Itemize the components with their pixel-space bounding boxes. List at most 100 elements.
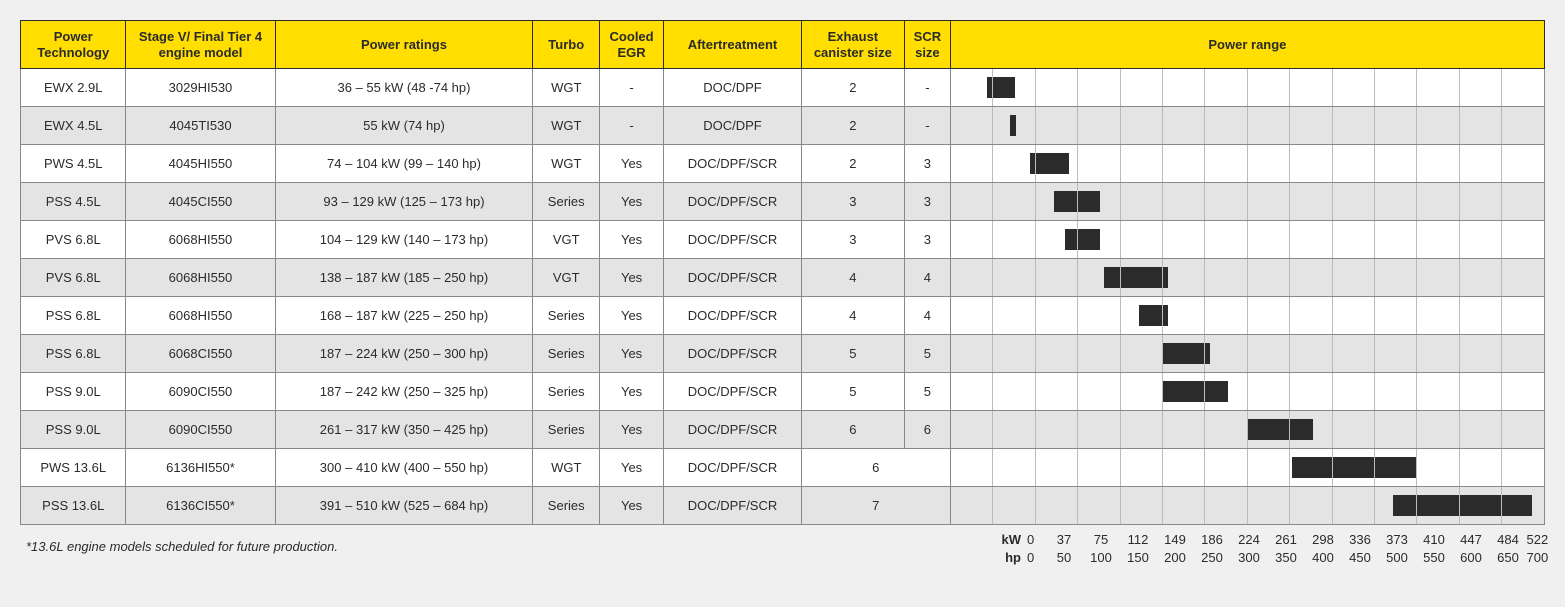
power-range-cell (950, 373, 992, 411)
axis-tick: 447 (1453, 531, 1490, 549)
cell-turbo: WGT (533, 449, 600, 487)
power-range-cell (1375, 297, 1417, 335)
axis-tick: 500 (1379, 549, 1416, 567)
power-range-cell (1502, 411, 1545, 449)
axis-hp-label: hp (987, 549, 1027, 567)
power-range-bar (1393, 495, 1416, 516)
power-range-cell (1035, 297, 1077, 335)
power-range-cell (993, 107, 1035, 145)
power-range-bar (1375, 457, 1416, 478)
cell-canister: 4 (801, 297, 904, 335)
axis-tick: 300 (1231, 549, 1268, 567)
power-range-cell (1459, 69, 1501, 107)
cell-turbo: Series (533, 373, 600, 411)
power-range-cell (1035, 221, 1077, 259)
power-range-cell (1502, 69, 1545, 107)
power-range-bar (1065, 229, 1077, 250)
power-range-cell (1035, 183, 1077, 221)
cell-ratings: 36 – 55 kW (48 -74 hp) (275, 69, 533, 107)
cell-turbo: WGT (533, 145, 600, 183)
power-range-cell (1247, 145, 1289, 183)
power-range-cell (1332, 373, 1374, 411)
axis-tick: 112 (1120, 531, 1157, 549)
table-row: PSS 4.5L4045CI55093 – 129 kW (125 – 173 … (21, 183, 1545, 221)
power-range-cell (1502, 259, 1545, 297)
table-row: PVS 6.8L6068HI550138 – 187 kW (185 – 250… (21, 259, 1545, 297)
axis-tick: 100 (1083, 549, 1120, 567)
power-range-cell (1502, 297, 1545, 335)
cell-tech: PSS 13.6L (21, 487, 126, 525)
cell-tech: PSS 6.8L (21, 335, 126, 373)
cell-canister: 4 (801, 259, 904, 297)
cell-canister-merged: 6 (801, 449, 950, 487)
cell-egr: Yes (599, 183, 663, 221)
engine-spec-table-container: Power TechnologyStage V/ Final Tier 4 en… (20, 20, 1545, 568)
power-range-cell (1035, 107, 1077, 145)
axis-tick: 373 (1379, 531, 1416, 549)
power-range-cell (993, 145, 1035, 183)
table-row: PVS 6.8L6068HI550104 – 129 kW (140 – 173… (21, 221, 1545, 259)
power-range-cell (1290, 183, 1332, 221)
cell-after: DOC/DPF/SCR (664, 183, 802, 221)
cell-canister: 5 (801, 335, 904, 373)
cell-egr: Yes (599, 411, 663, 449)
power-range-cell (1459, 221, 1501, 259)
power-range-cell (1120, 297, 1162, 335)
power-range-cell (1120, 183, 1162, 221)
cell-ratings: 168 – 187 kW (225 – 250 hp) (275, 297, 533, 335)
power-range-cell (1120, 259, 1162, 297)
power-range-cell (1247, 183, 1289, 221)
cell-after: DOC/DPF/SCR (664, 487, 802, 525)
axis-tick: 350 (1268, 549, 1305, 567)
axis-tick: 410 (1416, 531, 1453, 549)
power-range-cell (1120, 449, 1162, 487)
power-range-cell (1290, 335, 1332, 373)
power-range-cell (1417, 411, 1459, 449)
power-range-cell (1247, 107, 1289, 145)
cell-ratings: 74 – 104 kW (99 – 140 hp) (275, 145, 533, 183)
cell-egr: Yes (599, 449, 663, 487)
power-range-cell (1290, 297, 1332, 335)
axis-tick: 200 (1157, 549, 1194, 567)
power-range-cell (1078, 335, 1120, 373)
axis-tick: 650 (1490, 549, 1527, 567)
cell-tech: PWS 4.5L (21, 145, 126, 183)
cell-model: 4045HI550 (126, 145, 275, 183)
axis-hp-row: hp 0501001502002503003504004505005506006… (987, 549, 1545, 567)
axis-tick: 522 (1527, 531, 1546, 549)
power-range-cell (1417, 145, 1459, 183)
power-range-cell (1035, 69, 1077, 107)
cell-turbo: Series (533, 297, 600, 335)
power-range-cell (1417, 449, 1459, 487)
power-range-bar (1139, 305, 1162, 326)
power-range-cell (1375, 107, 1417, 145)
power-range-cell (1290, 69, 1332, 107)
axis-tick: 400 (1305, 549, 1342, 567)
power-range-cell (950, 487, 992, 525)
power-range-cell (1417, 183, 1459, 221)
cell-after: DOC/DPF (664, 107, 802, 145)
power-range-cell (993, 373, 1035, 411)
cell-ratings: 138 – 187 kW (185 – 250 hp) (275, 259, 533, 297)
cell-ratings: 104 – 129 kW (140 – 173 hp) (275, 221, 533, 259)
power-range-cell (1205, 373, 1247, 411)
power-range-cell (1332, 69, 1374, 107)
power-range-cell (993, 449, 1035, 487)
col-header-turbo: Turbo (533, 21, 600, 69)
power-range-cell (1417, 373, 1459, 411)
power-range-cell (1247, 487, 1289, 525)
power-range-cell (1375, 335, 1417, 373)
power-range-cell (1375, 449, 1417, 487)
power-range-cell (1035, 411, 1077, 449)
col-header-canister: Exhaust canister size (801, 21, 904, 69)
power-range-cell (1078, 373, 1120, 411)
cell-after: DOC/DPF/SCR (664, 449, 802, 487)
power-range-cell (1162, 373, 1204, 411)
cell-after: DOC/DPF/SCR (664, 297, 802, 335)
cell-model: 6136HI550* (126, 449, 275, 487)
power-range-cell (1375, 221, 1417, 259)
power-range-cell (1290, 221, 1332, 259)
power-range-cell (1290, 259, 1332, 297)
table-row: PWS 4.5L4045HI55074 – 104 kW (99 – 140 h… (21, 145, 1545, 183)
cell-canister-merged: 7 (801, 487, 950, 525)
